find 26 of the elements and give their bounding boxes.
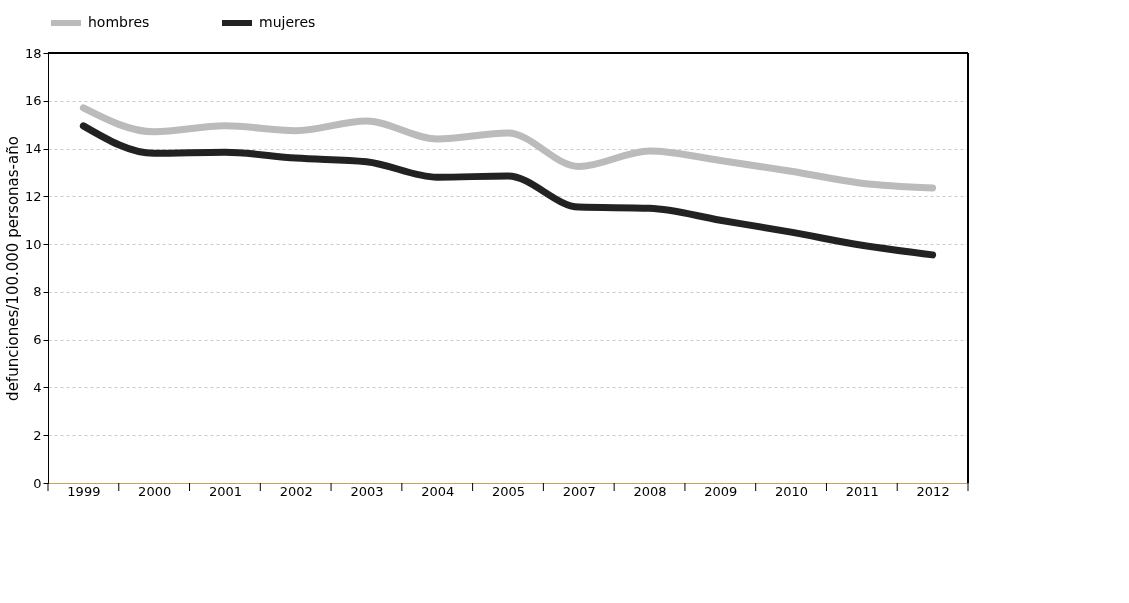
x-tick-label: 2000 [138,483,172,499]
x-tick-label: 2009 [704,483,738,499]
x-tick-label: 2011 [845,483,879,499]
y-tick-label: 18 [24,45,42,61]
legend-label: mujeres [259,14,316,30]
x-tick-label: 2001 [208,483,242,499]
y-tick-label: 16 [24,93,42,109]
y-tick-label: 6 [33,332,42,348]
x-tick-label: 2008 [633,483,667,499]
y-tick-label: 4 [33,379,42,395]
y-tick-label: 8 [33,284,42,300]
legend-label: hombres [88,14,150,30]
y-tick-label: 0 [33,475,42,491]
x-tick-label: 2005 [491,483,526,499]
y-tick-label: 14 [24,141,42,157]
y-tick-label: 2 [33,427,42,443]
y-tick-label: 12 [24,188,42,204]
x-tick-label: 2010 [775,483,809,499]
x-tick-label: 1999 [67,483,101,499]
x-tick-label: 2007 [562,483,596,499]
x-tick-label: 2004 [421,483,455,499]
x-tick-label: 2003 [350,483,384,499]
x-tick-label: 2012 [916,483,950,499]
y-tick-label: 10 [24,236,42,252]
x-tick-label: 2002 [279,483,313,499]
y-axis-title: defunciones/100.000 personas-año [3,136,22,401]
